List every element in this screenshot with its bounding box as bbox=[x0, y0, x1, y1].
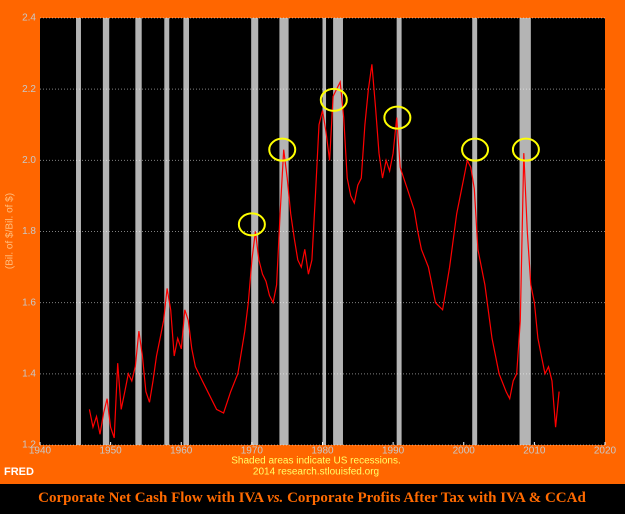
highlight-circle bbox=[319, 87, 348, 112]
y-tick-label: 2.0 bbox=[22, 155, 36, 166]
x-tick-label: 1960 bbox=[170, 446, 193, 457]
highlight-circle bbox=[268, 137, 297, 162]
y-tick-label: 2.4 bbox=[22, 13, 36, 24]
recession-band bbox=[183, 18, 190, 445]
note: Shaded areas indicate US recessions. bbox=[231, 456, 401, 467]
x-tick-label: 1940 bbox=[29, 446, 52, 457]
recession-band bbox=[396, 18, 402, 445]
chart-title: Corporate Net Cash Flow with IVA vs. Cor… bbox=[38, 490, 586, 506]
y-tick-label: 1.4 bbox=[22, 368, 36, 379]
highlight-circle bbox=[237, 212, 266, 237]
highlight-circle bbox=[461, 137, 490, 162]
x-tick-label: 1980 bbox=[311, 446, 334, 457]
recession-band bbox=[333, 18, 343, 445]
title-bar bbox=[0, 484, 625, 514]
recession-band bbox=[135, 18, 142, 445]
recession-band bbox=[279, 18, 289, 445]
title-part: Corporate Net Cash Flow with IVA bbox=[38, 490, 264, 506]
recession-band bbox=[519, 18, 531, 445]
y-tick-label: 1.2 bbox=[22, 440, 36, 451]
x-tick-label: 2010 bbox=[523, 446, 546, 457]
y-tick-label: 1.6 bbox=[22, 297, 36, 308]
title-part: vs. bbox=[267, 490, 283, 506]
note: 2014 research.stlouisfed.org bbox=[253, 467, 379, 478]
highlight-circle bbox=[383, 105, 412, 130]
recession-band bbox=[251, 18, 259, 445]
y-tick-label: 1.8 bbox=[22, 226, 36, 237]
highlight-circle bbox=[511, 137, 540, 162]
recession-band bbox=[322, 18, 327, 445]
x-tick-label: 1990 bbox=[382, 446, 405, 457]
logo: FRED bbox=[4, 466, 34, 478]
x-tick-label: 1950 bbox=[100, 446, 123, 457]
y-axis-label: (Bil. of $/Bil. of $) bbox=[5, 193, 16, 269]
recession-band bbox=[472, 18, 478, 445]
title-part: Corporate Profits After Tax with IVA & C… bbox=[287, 490, 586, 506]
x-tick-label: 2020 bbox=[594, 446, 617, 457]
y-tick-label: 2.2 bbox=[22, 84, 36, 95]
recession-band bbox=[76, 18, 81, 445]
series-line bbox=[88, 64, 560, 439]
x-tick-label: 1970 bbox=[241, 446, 264, 457]
x-tick-label: 2000 bbox=[453, 446, 476, 457]
